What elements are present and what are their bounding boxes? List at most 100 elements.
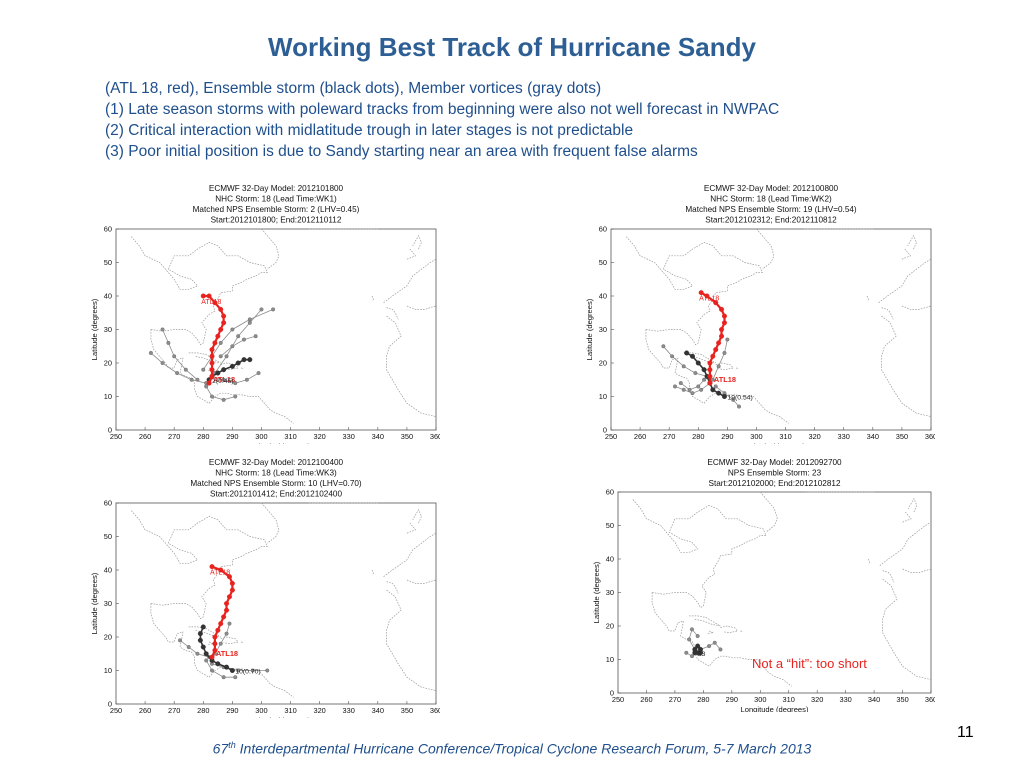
atl18-track-point	[704, 293, 710, 299]
coastline-group	[631, 491, 932, 687]
atl18-track-point	[212, 340, 218, 346]
y-axis-label: Latitude (degrees)	[90, 298, 99, 360]
coastline	[406, 248, 417, 260]
ensemble-storm-point	[215, 370, 221, 376]
atl18-track-point	[212, 647, 218, 653]
member-vortex-point	[233, 381, 238, 386]
ensemble-storm-point	[229, 363, 235, 369]
member-vortex-point	[148, 350, 153, 355]
x-tick-label: 340	[867, 432, 879, 441]
ensemble-storm-point	[235, 360, 241, 366]
coastline	[715, 362, 734, 371]
x-tick-label: 300	[750, 432, 762, 441]
bullet-line: (3) Poor initial position is due to Sand…	[105, 143, 698, 160]
bullet-line: (1) Late season storms with poleward tra…	[105, 101, 780, 118]
atl18-track-point	[212, 641, 218, 647]
atl18-track-point	[713, 300, 719, 306]
member-vortex-point	[687, 637, 692, 642]
x-tick-label: 360	[925, 432, 935, 441]
track-chart: ECMWF 32-Day Model: 2012092700 NPS Ensemb…	[592, 458, 935, 712]
member-vortex-point	[224, 631, 229, 636]
member-vortex-point	[241, 337, 246, 342]
page-title: Working Best Track of Hurricane Sandy	[268, 32, 756, 62]
atl18-track-point	[224, 600, 230, 606]
coastline-group	[130, 502, 437, 698]
member-vortex-point	[230, 327, 235, 332]
member-vortex-line	[715, 386, 740, 407]
coastline	[878, 258, 932, 303]
x-tick-label: 280	[197, 432, 209, 441]
footer-rest: Interdepartmental Hurricane Conference/T…	[235, 740, 812, 757]
x-tick-label: 340	[868, 695, 880, 704]
atl18-end-label: ATL18	[201, 299, 221, 306]
atl18-track-point	[209, 654, 215, 660]
coastline	[386, 315, 437, 417]
atl18-track-point	[707, 380, 713, 386]
chart-header-line: Start:2012101412; End:2012102400	[210, 490, 342, 499]
x-tick-label: 310	[779, 432, 791, 441]
y-tick-label: 0	[108, 700, 112, 709]
chart-header-line: Matched NPS Ensemble Storm: 19 (LHV=0.54…	[685, 205, 857, 214]
coastline	[130, 235, 268, 346]
x-tick-label: 280	[692, 432, 704, 441]
y-tick-label: 60	[104, 225, 112, 234]
atl18-start-label: ATL18	[216, 649, 238, 658]
coastline-group	[625, 228, 932, 424]
member-vortex-point	[247, 317, 252, 322]
x-tick-label: 250	[612, 695, 624, 704]
y-axis-label: Latitude (degrees)	[592, 561, 601, 623]
x-axis-label: Longitude (degrees)	[242, 442, 310, 444]
member-vortex-point	[710, 377, 715, 382]
member-vortex-point	[271, 307, 276, 312]
x-tick-label: 330	[343, 432, 355, 441]
ensemble-storm-point	[203, 651, 209, 657]
member-vortex-point	[244, 377, 249, 382]
member-vortex-point	[218, 354, 223, 359]
x-tick-label: 300	[754, 695, 766, 704]
atl18-track-point	[206, 293, 212, 299]
chart-header-line: ECMWF 32-Day Model: 2012100400	[209, 458, 344, 467]
y-tick-label: 30	[104, 599, 112, 608]
atl18-start-label: ATL18	[714, 375, 736, 384]
x-tick-label: 350	[896, 432, 908, 441]
coastline	[383, 258, 437, 303]
atl18-track-point	[721, 320, 727, 326]
track-chart: ECMWF 32-Day Model: 2012101800 NHC Storm:…	[90, 184, 440, 444]
member-vortex-point	[722, 350, 727, 355]
ensemble-storm-point	[200, 624, 206, 630]
member-vortex-line	[688, 628, 699, 650]
coastline	[207, 641, 214, 645]
coastline	[406, 522, 417, 534]
atl18-track-point	[710, 353, 716, 359]
x-tick-label: 260	[139, 706, 151, 715]
coastline	[241, 641, 245, 644]
y-tick-label: 10	[599, 392, 607, 401]
member-vortex-point	[233, 675, 238, 680]
member-vortex-point	[175, 371, 180, 376]
ensemble-storm-point	[721, 393, 727, 399]
member-vortex-line	[179, 639, 210, 658]
coastline	[371, 569, 374, 576]
ensemble-label: 19(0.54)	[727, 395, 752, 402]
coastline	[386, 307, 399, 320]
member-vortex-point	[195, 651, 200, 656]
ensemble-storm-point	[197, 637, 203, 643]
atl18-track-point	[218, 306, 224, 312]
member-vortex-point	[712, 640, 717, 645]
coastline	[241, 367, 245, 370]
x-tick-label: 290	[726, 695, 738, 704]
x-tick-label: 330	[838, 432, 850, 441]
chart-header-line: NHC Storm: 18 (Lead Time:WK1)	[215, 195, 337, 204]
ensemble-storm-point	[710, 387, 716, 393]
x-tick-label: 320	[808, 432, 820, 441]
footer-prefix: 67	[212, 740, 229, 757]
member-vortex-line	[202, 309, 274, 370]
member-vortex-point	[227, 621, 232, 626]
x-tick-label: 320	[313, 432, 325, 441]
y-tick-label: 0	[610, 689, 614, 698]
coastline	[907, 234, 917, 250]
member-vortex-point	[256, 371, 261, 376]
member-vortex-point	[160, 360, 165, 365]
member-vortex-point	[233, 394, 238, 399]
atl18-track-point	[698, 290, 704, 296]
